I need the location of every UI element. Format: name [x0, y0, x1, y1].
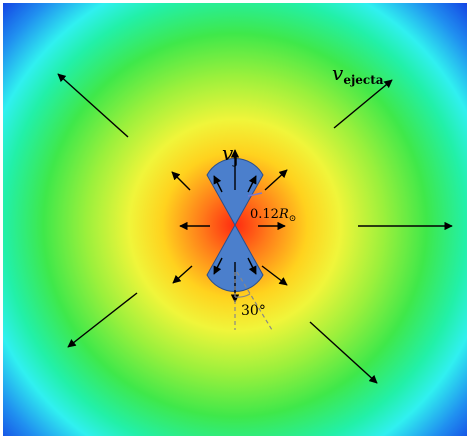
label-part: ejecta	[343, 73, 383, 87]
opening-angle-label: 30°	[241, 303, 266, 319]
page: vejecta vj 0.12R⊙ 30° (() => { const dat…	[0, 0, 470, 443]
label-part: v	[332, 61, 344, 85]
label-part: R	[278, 207, 289, 222]
label-part: ⊙	[289, 214, 297, 224]
label-part: 0.12	[250, 207, 279, 222]
diagram: vejecta vj 0.12R⊙ 30°	[0, 0, 470, 443]
label-part: v	[222, 141, 234, 165]
label-part: j	[232, 153, 237, 167]
